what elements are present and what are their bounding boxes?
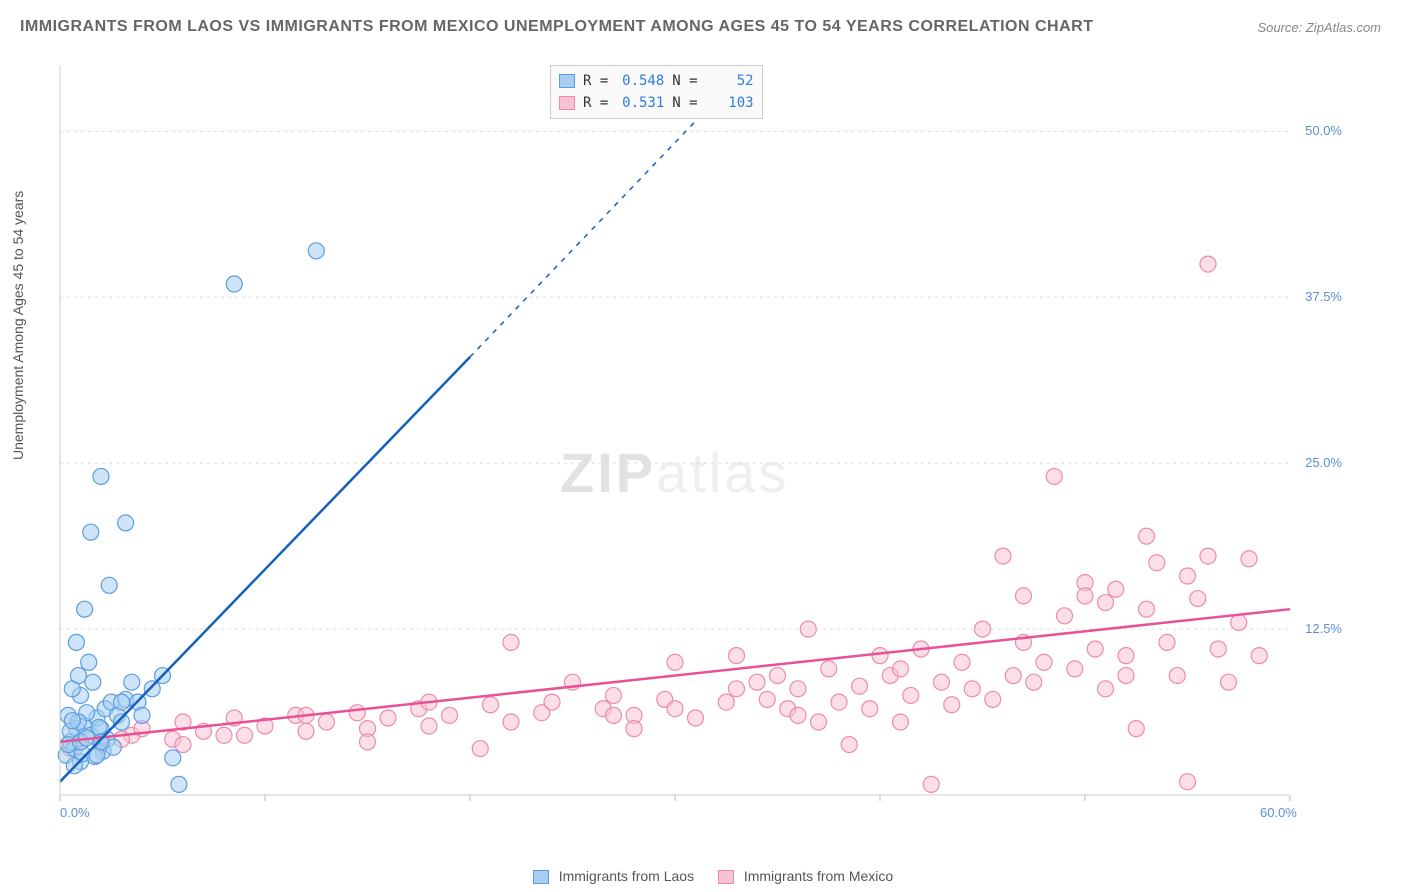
- swatch-mexico: [559, 96, 575, 110]
- axis-tick-label: 12.5%: [1305, 621, 1342, 636]
- legend-swatch-laos: [533, 870, 549, 884]
- n-label: N =: [672, 70, 697, 92]
- y-axis-label: Unemployment Among Ages 45 to 54 years: [10, 191, 26, 460]
- legend-label-laos: Immigrants from Laos: [559, 868, 694, 884]
- n-value-laos: 52: [706, 70, 754, 92]
- axis-tick-label: 0.0%: [60, 805, 90, 820]
- swatch-laos: [559, 74, 575, 88]
- legend-swatch-mexico: [718, 870, 734, 884]
- chart-title: IMMIGRANTS FROM LAOS VS IMMIGRANTS FROM …: [20, 18, 1093, 36]
- n-label: N =: [672, 92, 697, 114]
- legend-bottom: Immigrants from Laos Immigrants from Mex…: [0, 868, 1406, 884]
- correlation-row-mexico: R = 0.531 N = 103: [559, 92, 754, 114]
- chart-svg: [50, 55, 1350, 825]
- legend-label-mexico: Immigrants from Mexico: [744, 868, 893, 884]
- axis-tick-label: 25.0%: [1305, 455, 1342, 470]
- correlation-row-laos: R = 0.548 N = 52: [559, 70, 754, 92]
- r-value-mexico: 0.531: [616, 92, 664, 114]
- axis-tick-label: 37.5%: [1305, 289, 1342, 304]
- source-attribution: Source: ZipAtlas.com: [1257, 20, 1381, 35]
- r-label: R =: [583, 70, 608, 92]
- chart-container: IMMIGRANTS FROM LAOS VS IMMIGRANTS FROM …: [0, 0, 1406, 892]
- r-value-laos: 0.548: [616, 70, 664, 92]
- plot-area: R = 0.548 N = 52 R = 0.531 N = 103 12.5%…: [50, 55, 1350, 825]
- axis-tick-label: 50.0%: [1305, 123, 1342, 138]
- n-value-mexico: 103: [706, 92, 754, 114]
- r-label: R =: [583, 92, 608, 114]
- axis-tick-label: 60.0%: [1260, 805, 1297, 820]
- correlation-legend: R = 0.548 N = 52 R = 0.531 N = 103: [550, 65, 763, 119]
